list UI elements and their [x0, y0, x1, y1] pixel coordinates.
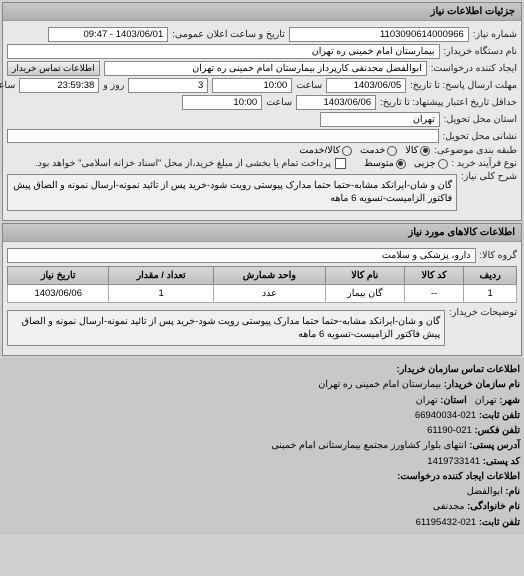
subject-text: گان و شان-ایرانکد مشابه-حتما حتما مدارک …: [7, 174, 457, 211]
group-label: گروه کالا:: [480, 250, 517, 261]
time-remaining-label: ساعت باقی مانده: [0, 80, 15, 91]
phone-label: تلفن ثابت:: [479, 410, 520, 421]
radio-service[interactable]: [387, 146, 397, 156]
deadline-time-label: ساعت: [296, 80, 322, 91]
validity-label: حداقل تاریخ اعتبار پیشنهاد: تا تاریخ:: [380, 97, 517, 108]
postal-label: کد پستی:: [483, 456, 520, 467]
items-panel-title: اطلاعات کالاهای مورد نیاز: [3, 224, 521, 242]
c-province-label: استان:: [440, 395, 467, 406]
delivery-label: نشانی محل تحویل:: [443, 131, 517, 142]
fax-label: تلفن فکس:: [474, 425, 520, 436]
org-label: نام سازمان خریدار:: [444, 379, 520, 390]
items-table-header-row: ردیف کد کالا نام کالا واحد شمارش تعداد /…: [8, 266, 517, 284]
days-remaining-label: روز و: [103, 80, 124, 91]
time-remaining: 23:59:38: [19, 78, 99, 93]
col-date: تاریخ نیاز: [8, 266, 109, 284]
cell-qty: 1: [109, 284, 213, 302]
col-code: کد کالا: [404, 266, 463, 284]
phone-value: 021-66940034: [415, 410, 476, 421]
city-label: شهر:: [499, 395, 520, 406]
announce-label: تاریخ و ساعت اعلان عمومی:: [172, 29, 285, 40]
radio-small-label: جزیی: [414, 158, 436, 169]
deadline-date: 1403/06/05: [326, 78, 406, 93]
radio-mixed-label: کالا/خدمت: [299, 145, 340, 156]
name-label: نام:: [505, 486, 520, 497]
requester-label: ایجاد کننده درخواست:: [431, 63, 517, 74]
c-province-value: تهران: [416, 395, 438, 406]
fax-value: 021-61190: [427, 425, 472, 436]
details-panel: جزئیات اطلاعات نیاز شماره نیاز: 11030906…: [2, 2, 522, 221]
col-row: ردیف: [464, 266, 517, 284]
process-radio-group: جزیی متوسط: [364, 158, 448, 169]
radio-goods[interactable]: [420, 146, 430, 156]
city-value: تهران: [475, 395, 497, 406]
creator-title: اطلاعات ایجاد کننده درخواست:: [4, 470, 520, 484]
announce-value: 1403/06/01 - 09:47: [48, 27, 168, 42]
surname-value: مجدنفی: [433, 501, 465, 512]
validity-date: 1403/06/06: [296, 95, 376, 110]
validity-time: 10:00: [182, 95, 262, 110]
cell-unit: عدد: [213, 284, 325, 302]
request-number-label: شماره نیاز:: [473, 29, 517, 40]
details-panel-title: جزئیات اطلاعات نیاز: [3, 3, 521, 21]
radio-medium[interactable]: [396, 159, 406, 169]
buyer-org-value: بیمارستان امام خمینی ره تهران: [7, 44, 440, 59]
cell-name: گان بیمار: [325, 284, 404, 302]
address-value: انتهای بلوار کشاورز مجتمع بیمارستانی اما…: [271, 440, 466, 451]
address-label: آدرس پستی:: [469, 440, 520, 451]
treasury-checkbox-label: پرداخت تمام یا بخشی از مبلغ خرید،از محل …: [35, 158, 331, 169]
col-unit: واحد شمارش: [213, 266, 325, 284]
postal-value: 1419733141: [427, 456, 480, 467]
subject-label: شرح کلی نیاز:: [461, 171, 517, 182]
validity-time-label: ساعت: [266, 97, 292, 108]
creator-phone-value: 021-61195432: [416, 517, 477, 528]
deadline-label: مهلت ارسال پاسخ: تا تاریخ:: [410, 80, 517, 91]
items-table: ردیف کد کالا نام کالا واحد شمارش تعداد /…: [7, 266, 517, 303]
creator-phone-label: تلفن ثابت:: [479, 517, 520, 528]
name-value: ابوالفضل: [467, 486, 503, 497]
process-label: نوع فرآیند خرید :: [452, 158, 517, 169]
radio-goods-label: کالا: [405, 145, 418, 156]
budget-label: طبقه بندی موضوعی:: [434, 145, 517, 156]
contact-panel: اطلاعات تماس سازمان خریدار: نام سازمان خ…: [0, 358, 524, 535]
radio-mixed[interactable]: [342, 146, 352, 156]
budget-radio-group: کالا خدمت کالا/خدمت: [299, 145, 430, 156]
contact-panel-title: اطلاعات تماس سازمان خریدار:: [4, 363, 520, 377]
table-row[interactable]: 1 -- گان بیمار عدد 1 1403/06/06: [8, 284, 517, 302]
cell-date: 1403/06/06: [8, 284, 109, 302]
requester-value: ابوالفضل مجدنفی کارپرداز بیمارستان امام …: [104, 61, 427, 76]
province-label: استان محل تحویل:: [444, 114, 517, 125]
buyer-org-label: نام دستگاه خریدار:: [444, 46, 518, 57]
col-qty: تعداد / مقدار: [109, 266, 213, 284]
col-name: نام کالا: [325, 266, 404, 284]
cell-row: 1: [464, 284, 517, 302]
province-value: تهران: [320, 112, 440, 127]
group-value: دارو، پزشکی و سلامت: [7, 248, 476, 263]
org-value: بیمارستان امام خمینی ره تهران: [318, 379, 441, 390]
surname-label: نام خانوادگی:: [467, 501, 520, 512]
items-panel: اطلاعات کالاهای مورد نیاز گروه کالا: دار…: [2, 223, 522, 357]
contact-buyer-button[interactable]: اطلاعات تماس خریدار: [7, 61, 100, 76]
deadline-time: 10:00: [212, 78, 292, 93]
desc-label: توضیحات خریدار:: [449, 307, 517, 318]
treasury-checkbox[interactable]: [335, 158, 346, 169]
cell-code: --: [404, 284, 463, 302]
days-remaining: 3: [128, 78, 208, 93]
delivery-value: [7, 129, 439, 143]
radio-small[interactable]: [438, 159, 448, 169]
radio-medium-label: متوسط: [364, 158, 394, 169]
desc-text: گان و شان-ایرانکد مشابه-حتما حتما مدارک …: [7, 310, 445, 347]
radio-service-label: خدمت: [360, 145, 385, 156]
request-number-value: 1103090614000966: [289, 27, 469, 42]
